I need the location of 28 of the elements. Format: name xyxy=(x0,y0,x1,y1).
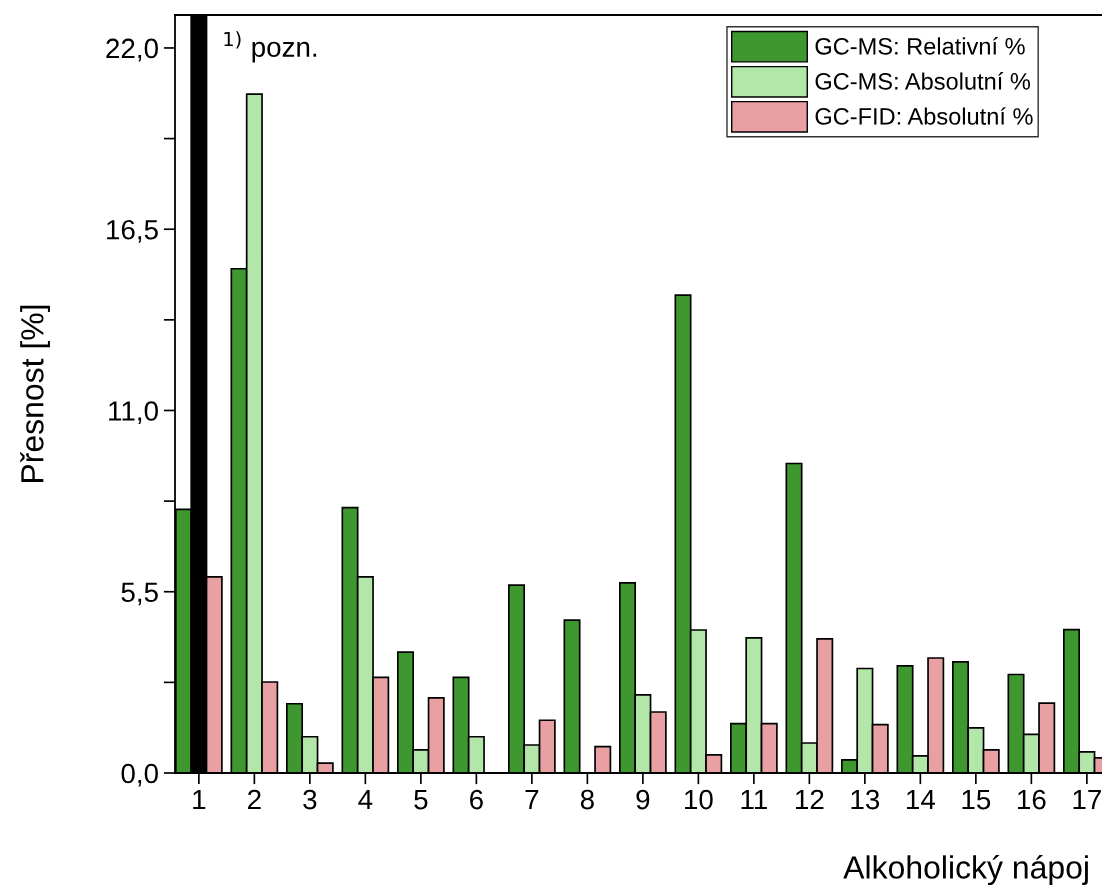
x-tick-label: 11 xyxy=(741,789,767,810)
y-tick-label: 22,0 xyxy=(106,38,158,62)
legend-label: GC-MS: Absolutní % xyxy=(815,72,1031,90)
y-tick-label: 11,0 xyxy=(109,401,158,425)
x-tick-label: 7 xyxy=(525,789,539,810)
x-tick-label: 15 xyxy=(962,789,991,810)
x-axis-title: Alkoholický nápoj xyxy=(843,854,1088,886)
x-tick-label: 12 xyxy=(796,789,824,810)
x-tick-label: 17 xyxy=(1073,789,1101,810)
y-tick-label: 16,5 xyxy=(107,219,158,243)
x-tick-label: 16 xyxy=(1018,789,1046,810)
legend-label: GC-FID: Absolutní % xyxy=(815,107,1033,125)
x-tick-label: 10 xyxy=(685,789,713,810)
legend-label: GC-MS: Relativní % xyxy=(815,37,1025,55)
x-tick-label: 9 xyxy=(636,789,650,810)
x-tick-label: 14 xyxy=(907,789,935,810)
annotation: $^{1)}$ pozn. xyxy=(224,31,317,63)
x-tick-label: 6 xyxy=(470,789,483,810)
y-tick-label: 0,0 xyxy=(121,763,158,787)
x-tick-label: 8 xyxy=(580,789,594,810)
y-axis-title: Přesnost [%] xyxy=(20,305,50,482)
x-tick-label: 13 xyxy=(851,789,880,810)
x-tick-label: 3 xyxy=(303,789,317,810)
x-tick-label: 4 xyxy=(358,789,373,810)
x-tick-label: 5 xyxy=(414,789,428,810)
x-tick-label: 1 xyxy=(193,789,206,810)
x-tick-label: 2 xyxy=(248,789,261,810)
y-tick-label: 5,5 xyxy=(121,582,158,606)
